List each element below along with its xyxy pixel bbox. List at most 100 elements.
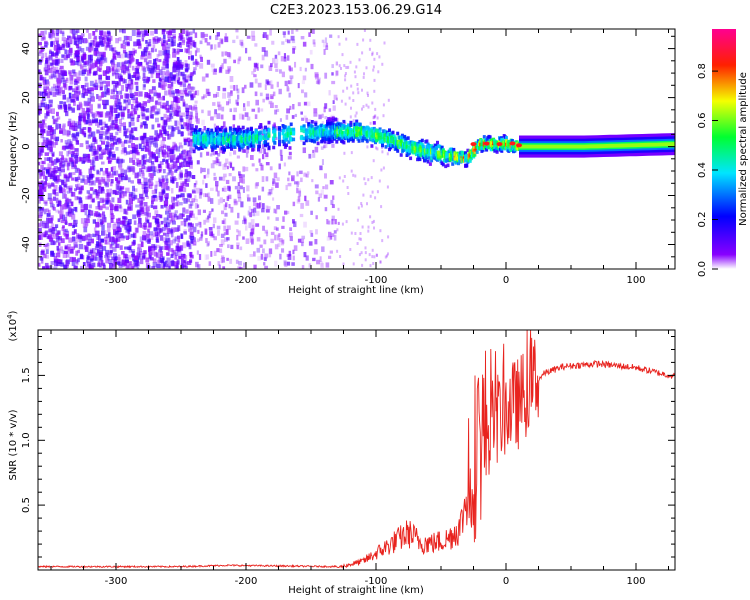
- noise-cell: [77, 234, 82, 239]
- noise-cell: [223, 225, 227, 232]
- noise-cell: [196, 160, 200, 165]
- noise-cell: [253, 207, 257, 213]
- signal-cell: [427, 156, 431, 160]
- noise-cell: [387, 235, 390, 239]
- noise-cell: [101, 220, 105, 225]
- noise-cell: [76, 168, 80, 172]
- noise-cell: [47, 163, 52, 170]
- noise-cell: [141, 184, 146, 189]
- noise-cell: [96, 169, 100, 174]
- noise-cell: [234, 200, 239, 205]
- noise-cell: [268, 189, 273, 195]
- noise-cell: [190, 111, 193, 117]
- noise-cell: [141, 33, 146, 38]
- noise-cell: [106, 89, 110, 96]
- noise-cell: [166, 163, 170, 169]
- noise-cell: [77, 90, 81, 95]
- noise-cell: [119, 192, 122, 198]
- noise-cell: [51, 62, 55, 69]
- noise-cell: [357, 91, 360, 95]
- noise-cell: [166, 172, 170, 176]
- signal-cell: [375, 138, 379, 143]
- noise-cell: [115, 97, 118, 104]
- noise-cell: [39, 173, 42, 179]
- noise-cell: [206, 59, 211, 65]
- noise-cell: [212, 160, 216, 164]
- noise-cell: [140, 135, 145, 140]
- noise-cell: [38, 105, 42, 109]
- noise-cell: [115, 147, 119, 151]
- noise-cell: [93, 255, 97, 261]
- noise-cell: [274, 109, 278, 115]
- noise-cell: [55, 59, 59, 64]
- noise-cell: [125, 65, 129, 70]
- noise-cell: [283, 31, 286, 38]
- noise-cell: [64, 184, 68, 188]
- noise-cell: [47, 64, 51, 71]
- noise-cell: [167, 133, 172, 140]
- noise-cell: [159, 161, 164, 165]
- noise-cell: [223, 185, 227, 190]
- noise-cell: [285, 114, 289, 120]
- noise-cell: [128, 144, 131, 148]
- noise-cell: [62, 229, 66, 235]
- noise-cell: [162, 95, 165, 101]
- noise-cell: [139, 236, 144, 242]
- noise-cell: [274, 54, 278, 59]
- noise-cell: [166, 257, 171, 263]
- noise-cell: [156, 108, 161, 115]
- noise-cell: [213, 217, 217, 224]
- noise-cell: [237, 230, 241, 237]
- noise-cell: [103, 230, 107, 236]
- noise-cell: [162, 237, 167, 243]
- noise-cell: [148, 245, 152, 252]
- noise-cell: [186, 116, 191, 123]
- noise-cell: [177, 43, 180, 48]
- noise-cell: [183, 221, 187, 227]
- noise-cell: [176, 200, 180, 207]
- noise-cell: [96, 222, 99, 228]
- noise-cell: [55, 124, 58, 131]
- noise-cell: [84, 82, 89, 88]
- noise-cell: [244, 166, 249, 172]
- noise-cell: [200, 167, 203, 174]
- noise-cell: [44, 231, 48, 237]
- noise-cell: [180, 71, 185, 76]
- noise-cell: [81, 72, 85, 76]
- noise-cell: [169, 104, 173, 110]
- noise-cell: [63, 250, 68, 254]
- noise-cell: [369, 215, 372, 219]
- noise-cell: [315, 229, 318, 235]
- noise-cell: [91, 251, 96, 257]
- noise-cell: [310, 63, 314, 70]
- noise-cell: [218, 176, 223, 181]
- noise-cell: [55, 40, 59, 45]
- noise-cell: [265, 93, 270, 100]
- noise-cell: [128, 249, 133, 253]
- noise-cell: [135, 85, 139, 91]
- noise-cell: [247, 197, 251, 202]
- noise-cell: [64, 104, 68, 110]
- noise-cell: [172, 220, 176, 225]
- signal-cell: [210, 128, 214, 133]
- noise-cell: [274, 244, 279, 250]
- noise-cell: [204, 229, 208, 235]
- signal-cell: [307, 124, 311, 128]
- noise-cell: [155, 117, 159, 123]
- noise-cell: [376, 116, 379, 120]
- noise-cell: [120, 168, 124, 174]
- noise-cell: [162, 266, 166, 269]
- noise-cell: [116, 218, 120, 224]
- noise-cell: [176, 79, 180, 84]
- noise-cell: [101, 60, 105, 64]
- signal-cell: [264, 133, 267, 137]
- noise-cell: [59, 65, 64, 69]
- noise-cell: [260, 164, 264, 171]
- noise-cell: [358, 237, 361, 241]
- signal-cell: [349, 128, 353, 132]
- noise-cell: [167, 77, 171, 84]
- noise-cell: [330, 199, 334, 206]
- noise-cell: [38, 183, 43, 187]
- noise-cell: [87, 214, 91, 218]
- noise-cell: [367, 94, 369, 97]
